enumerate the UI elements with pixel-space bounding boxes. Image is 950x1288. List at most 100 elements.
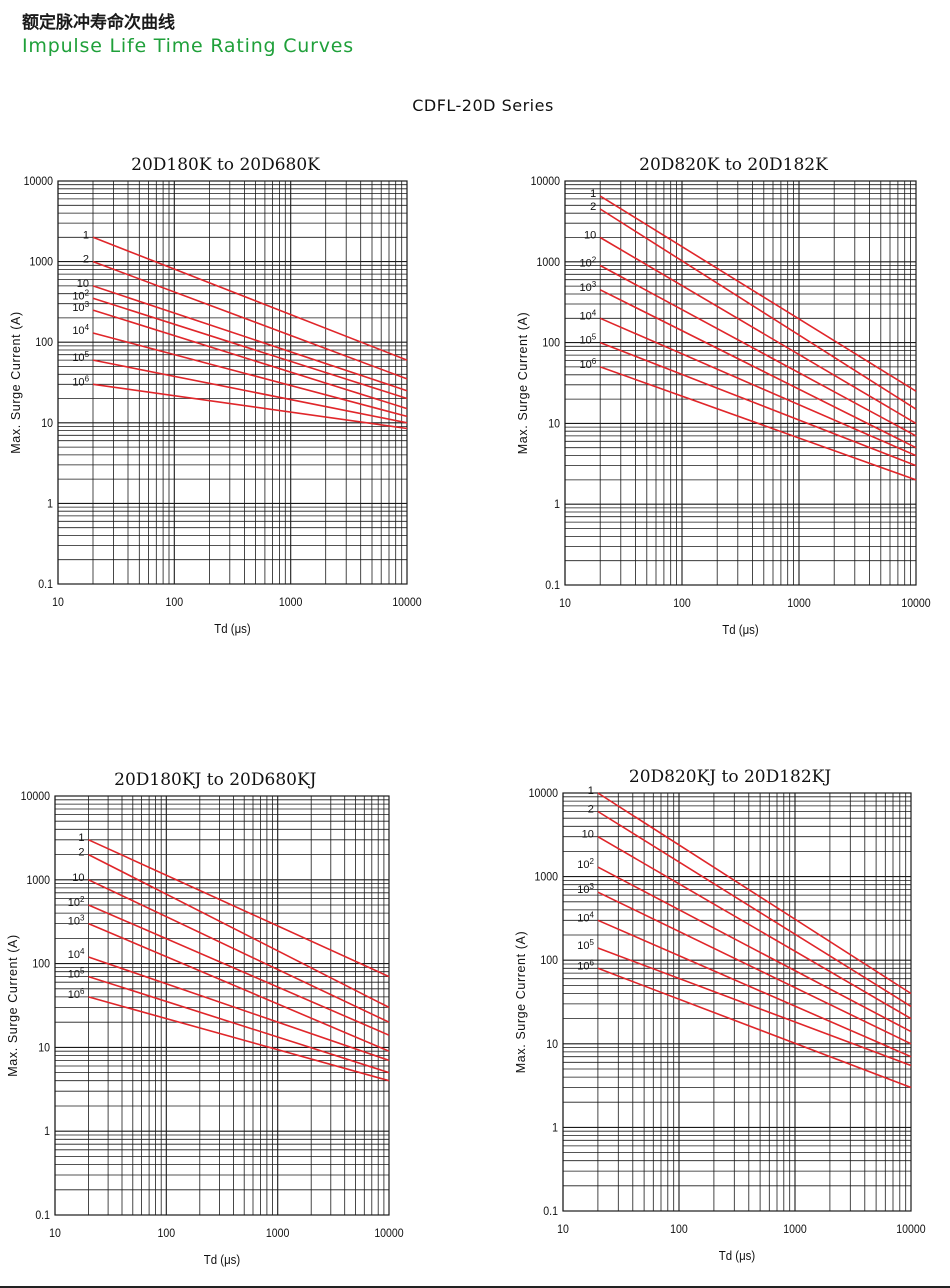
- bottom-divider: [0, 1286, 950, 1288]
- x-tick-label: 1000: [279, 596, 302, 609]
- y-tick-label: 1000: [537, 256, 560, 269]
- x-tick-label: 1000: [783, 1223, 806, 1236]
- series-line: [92, 297, 408, 400]
- y-axis-label: Max. Surge Current (A): [514, 931, 528, 1073]
- series-line: [599, 208, 917, 410]
- series-line: [92, 309, 408, 410]
- x-tick-label: 10: [557, 1223, 569, 1236]
- series-line: [88, 904, 390, 1036]
- series-label: 103: [72, 300, 89, 314]
- y-tick-label: 1: [554, 499, 560, 512]
- x-tick-label: 10000: [896, 1223, 925, 1236]
- series-label: 105: [577, 938, 594, 952]
- page-title-cn: 额定脉冲寿命次曲线: [22, 13, 175, 33]
- y-tick-label: 10000: [21, 790, 50, 803]
- series-line: [88, 996, 390, 1082]
- series-line: [599, 366, 917, 481]
- series-line: [599, 264, 917, 437]
- series-line: [92, 332, 408, 418]
- chart-title: 20D180K to 20D680K: [131, 155, 320, 175]
- y-tick-label: 1: [44, 1126, 50, 1139]
- series-label: 102: [68, 895, 85, 909]
- series-line: [599, 236, 917, 425]
- x-tick-label: 10: [52, 596, 64, 609]
- series-label: 104: [577, 910, 594, 924]
- y-axis-label: Max. Surge Current (A): [9, 311, 23, 453]
- y-tick-label: 100: [540, 955, 558, 968]
- series-label: 2: [83, 254, 89, 266]
- series-line: [88, 922, 390, 1052]
- series-line: [597, 891, 912, 1045]
- series-line: [597, 792, 912, 995]
- plot-frame: [562, 792, 912, 1212]
- y-axis-label: Max. Surge Current (A): [516, 312, 530, 454]
- x-tick-label: 100: [158, 1227, 176, 1240]
- y-tick-label: 10: [38, 1042, 50, 1055]
- plot-frame: [564, 180, 917, 586]
- y-tick-label: 1000: [535, 871, 558, 884]
- y-tick-label: 10: [41, 417, 53, 430]
- series-title: CDFL-20D Series: [412, 96, 554, 115]
- x-tick-label: 100: [166, 596, 184, 609]
- series-label: 103: [68, 914, 85, 928]
- y-tick-label: 100: [35, 337, 53, 350]
- series-line: [92, 236, 408, 361]
- plot-frame: [54, 795, 390, 1216]
- series-label: 102: [577, 857, 594, 871]
- series-label: 106: [577, 958, 594, 972]
- x-axis-label: Td (μs): [204, 1252, 240, 1267]
- series-label: 2: [590, 201, 596, 213]
- series-label: 106: [580, 357, 597, 371]
- x-axis-label: Td (μs): [722, 622, 758, 637]
- x-tick-label: 1000: [266, 1227, 289, 1240]
- series-label: 105: [68, 967, 85, 981]
- chart-grid: [562, 793, 911, 1212]
- series-line: [599, 195, 917, 392]
- y-tick-label: 10000: [531, 175, 560, 188]
- series-label: 2: [588, 804, 594, 816]
- series-label: 1: [590, 188, 596, 200]
- series-line: [88, 853, 390, 1009]
- x-tick-label: 10000: [392, 596, 421, 609]
- y-tick-label: 1000: [30, 256, 53, 269]
- x-tick-label: 1000: [787, 597, 810, 610]
- y-tick-label: 10000: [529, 787, 558, 800]
- x-tick-label: 100: [670, 1223, 688, 1236]
- y-tick-label: 1: [552, 1122, 558, 1135]
- chart-grid: [57, 181, 407, 585]
- y-tick-label: 1: [47, 498, 53, 511]
- series-label: 103: [580, 280, 597, 294]
- series-line: [92, 383, 408, 430]
- x-tick-label: 10: [49, 1227, 61, 1240]
- series-label: 1: [83, 229, 89, 241]
- y-tick-label: 10000: [24, 175, 53, 188]
- series-line: [88, 839, 390, 978]
- series-label: 102: [580, 255, 597, 269]
- series-line: [92, 285, 408, 392]
- x-tick-label: 10000: [901, 597, 930, 610]
- series-label: 1: [78, 832, 84, 844]
- x-tick-label: 10000: [374, 1227, 403, 1240]
- series-label: 104: [72, 323, 89, 337]
- y-tick-label: 0.1: [543, 1205, 558, 1218]
- series-label: 10: [77, 278, 89, 290]
- series-label: 106: [68, 987, 85, 1001]
- y-tick-label: 1000: [27, 874, 50, 887]
- series-line: [92, 260, 408, 380]
- chart-grid: [564, 181, 916, 586]
- series-line: [88, 879, 390, 1023]
- series-line: [92, 359, 408, 424]
- series-line: [599, 317, 917, 457]
- page-title-en: Impulse Life Time Rating Curves: [22, 35, 354, 57]
- x-axis-label: Td (μs): [214, 621, 250, 636]
- series-line: [88, 975, 390, 1074]
- series-line: [597, 866, 912, 1033]
- y-tick-label: 0.1: [35, 1209, 50, 1222]
- series-line: [599, 341, 917, 467]
- y-tick-label: 10: [548, 418, 560, 431]
- y-tick-label: 100: [542, 337, 560, 350]
- series-line: [597, 947, 912, 1067]
